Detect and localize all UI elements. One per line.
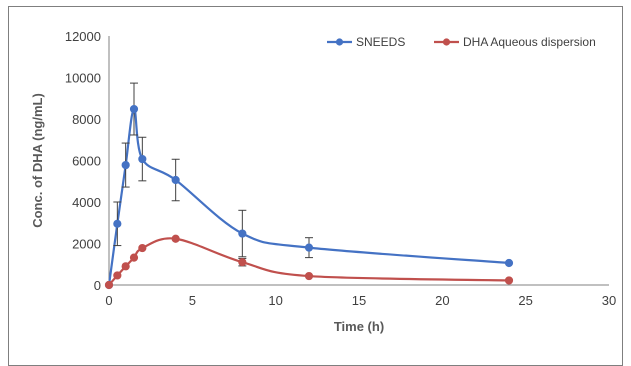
data-point — [171, 234, 180, 243]
series-1 — [104, 234, 514, 290]
data-point — [113, 271, 122, 280]
chart-figure: 0 5 10 15 20 25 30 0 2000 4000 6000 8000 10000 12000… — [8, 6, 623, 366]
data-point — [238, 229, 247, 238]
data-point — [113, 219, 122, 228]
line-chart: 0 5 10 15 20 25 30 0 2000 4000 6000 8000 10000 12000… — [30, 29, 616, 334]
data-point — [304, 243, 314, 252]
y-axis-label: Conc. of DHA (ng/mL) — [30, 93, 45, 228]
x-tick-label: 10 — [268, 293, 282, 308]
legend-marker — [335, 38, 344, 46]
y-tick-labels: 0 2000 4000 6000 8000 10000 12000 — [65, 29, 101, 293]
y-tick-label: 8000 — [72, 112, 101, 127]
y-tick-label: 6000 — [72, 154, 101, 169]
series-layer — [104, 82, 514, 290]
data-point — [171, 175, 180, 185]
series-0 — [104, 82, 514, 290]
chart-border — [8, 6, 623, 366]
x-axis-label: Time (h) — [334, 319, 384, 334]
data-point — [129, 253, 139, 262]
y-tick-label: 4000 — [72, 195, 101, 210]
legend-marker — [442, 38, 451, 46]
series-line — [107, 107, 510, 286]
y-tick-label: 0 — [94, 278, 101, 293]
data-point — [104, 280, 114, 290]
data-point — [304, 271, 314, 281]
data-point — [504, 258, 514, 268]
data-point — [121, 160, 130, 170]
data-point — [129, 104, 139, 114]
data-point — [121, 262, 130, 271]
legend-item-0: SNEEDS — [327, 35, 405, 49]
y-tick-label: 10000 — [65, 71, 101, 86]
y-tick-label: 12000 — [65, 29, 101, 44]
x-tick-label: 0 — [105, 293, 112, 308]
axes — [108, 36, 609, 286]
data-point — [238, 258, 247, 267]
x-tick-label: 30 — [602, 293, 616, 308]
legend-label: SNEEDS — [356, 35, 405, 49]
legend: SNEEDS DHA Aqueous dispersion — [327, 35, 596, 49]
series-line — [108, 237, 510, 286]
x-tick-label: 20 — [435, 293, 449, 308]
x-tick-labels: 0 5 10 15 20 25 30 — [105, 293, 616, 308]
legend-label: DHA Aqueous dispersion — [463, 35, 596, 49]
x-tick-label: 5 — [189, 293, 196, 308]
x-tick-label: 25 — [518, 293, 532, 308]
y-tick-label: 2000 — [72, 237, 101, 252]
data-point — [138, 154, 147, 164]
x-tick-label: 15 — [352, 293, 366, 308]
legend-item-1: DHA Aqueous dispersion — [434, 35, 596, 49]
data-point — [504, 276, 514, 285]
data-point — [138, 243, 147, 253]
